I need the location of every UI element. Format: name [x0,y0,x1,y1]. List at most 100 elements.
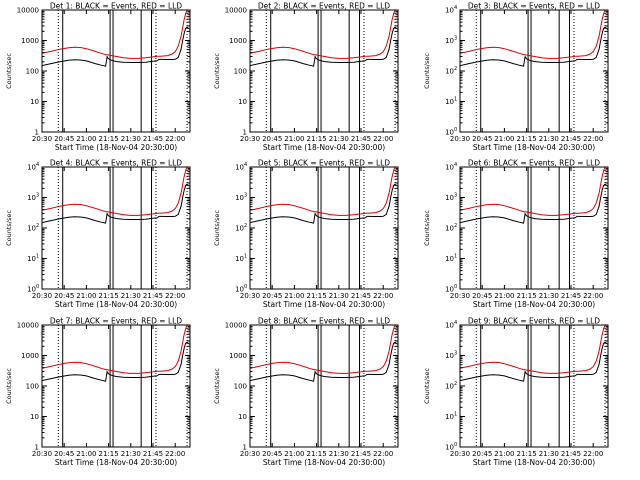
y-tick-label: 10 [445,255,454,263]
y-tick-label: 10 [445,164,454,172]
x-tick-label: 21:45 [351,292,371,300]
y-tick-label: 1000 [229,352,247,360]
y-tick-label: 10000 [225,322,247,330]
y-tick-label: 10 [235,164,244,172]
y-tick-label: 10 [235,225,244,233]
x-tick-label: 21:30 [329,450,349,458]
y-tick-exponent: 2 [454,223,457,229]
x-tick-label: 21:45 [351,135,371,143]
y-tick-label: 10 [27,286,36,294]
panel-title: Det 5: BLACK = Events, RED = LLD [258,159,390,168]
x-tick-label: 20:30 [450,292,470,300]
panel-title: Det 4: BLACK = Events, RED = LLD [50,159,182,168]
y-tick-label: 1 [35,444,39,452]
x-tick-label: 21:30 [329,292,349,300]
y-tick-label: 10 [30,413,39,421]
y-tick-label: 10 [238,98,247,106]
series-events-line [42,26,190,67]
y-axis-label: Counts/sec [213,210,221,246]
y-tick-exponent: 0 [454,127,457,133]
x-tick-label: 20:45 [262,292,282,300]
series-events-line [460,183,608,224]
y-tick-exponent: 4 [36,162,39,168]
y-tick-label: 10 [238,413,247,421]
series-events-line [460,26,608,67]
x-tick-label: 22:00 [583,292,603,300]
y-tick-exponent: 0 [36,284,39,290]
x-tick-label: 21:15 [517,292,537,300]
x-tick-label: 22:00 [373,292,393,300]
x-axis-label: Start Time (18-Nov-04 20:30:00) [263,300,385,309]
x-tick-label: 22:00 [583,450,603,458]
x-tick-label: 21:15 [517,450,537,458]
y-tick-label: 10000 [17,7,39,15]
y-tick-label: 1000 [21,37,39,45]
x-axis-label: Start Time (18-Nov-04 20:30:00) [473,300,595,309]
panel-title: Det 6: BLACK = Events, RED = LLD [468,159,600,168]
y-axis-label: Counts/sec [5,368,13,404]
x-tick-label: 20:30 [240,450,260,458]
x-tick-label: 21:00 [494,450,514,458]
y-tick-label: 10 [445,7,454,15]
x-tick-label: 21:00 [76,292,96,300]
plot-frame [41,9,191,133]
y-tick-exponent: 0 [454,284,457,290]
x-tick-label: 22:00 [373,135,393,143]
x-axis-label: Start Time (18-Nov-04 20:30:00) [55,300,177,309]
y-tick-label: 1 [35,129,39,137]
y-tick-exponent: 3 [244,193,247,199]
x-tick-label: 21:45 [561,135,581,143]
y-tick-exponent: 3 [454,351,457,357]
panel-det-3: Det 3: BLACK = Events, RED = LLD 20:30 20:… [423,2,609,152]
x-axis-label: Start Time (18-Nov-04 20:30:00) [473,458,595,467]
series-lld-line [42,325,189,374]
x-tick-label: 20:30 [32,292,52,300]
y-tick-exponent: 1 [36,254,39,260]
x-tick-label: 20:30 [240,292,260,300]
y-tick-exponent: 4 [244,162,247,168]
series-events-line [250,183,398,224]
x-tick-label: 20:30 [240,135,260,143]
panel-det-5: Det 5: BLACK = Events, RED = LLD 20:30 20:… [213,159,399,309]
y-tick-label: 10 [235,255,244,263]
y-tick-exponent: 1 [454,412,457,418]
x-tick-label: 21:15 [307,292,327,300]
y-tick-exponent: 2 [454,66,457,72]
y-tick-label: 100 [26,68,39,76]
x-tick-label: 21:30 [539,292,559,300]
y-tick-exponent: 1 [454,97,457,103]
y-tick-label: 10 [445,37,454,45]
x-tick-label: 20:45 [472,292,492,300]
y-tick-exponent: 2 [36,223,39,229]
panel-title: Det 9: BLACK = Events, RED = LLD [468,317,600,326]
x-tick-label: 21:00 [284,292,304,300]
plot-frame [459,9,609,133]
series-lld-line [250,10,397,59]
y-tick-label: 10 [445,98,454,106]
series-lld-line [42,10,189,59]
y-tick-label: 1000 [21,352,39,360]
x-tick-label: 21:30 [539,450,559,458]
y-tick-exponent: 2 [244,223,247,229]
series-lld-line [250,167,397,216]
y-tick-label: 10 [445,383,454,391]
y-tick-exponent: 1 [244,254,247,260]
x-tick-label: 21:30 [121,450,141,458]
x-tick-label: 21:15 [517,135,537,143]
y-axis-label: Counts/sec [213,53,221,89]
x-tick-label: 21:15 [99,135,119,143]
x-tick-label: 21:15 [99,450,119,458]
plot-frame [459,166,609,290]
y-tick-label: 10 [27,225,36,233]
plot-frame [249,324,399,448]
x-tick-label: 20:45 [472,450,492,458]
x-tick-label: 22:00 [165,292,185,300]
y-tick-label: 1 [243,444,247,452]
x-tick-label: 20:30 [450,135,470,143]
x-tick-label: 21:45 [351,450,371,458]
x-tick-label: 20:45 [262,450,282,458]
y-tick-label: 1 [243,129,247,137]
y-tick-exponent: 3 [36,193,39,199]
x-tick-label: 20:30 [450,450,470,458]
